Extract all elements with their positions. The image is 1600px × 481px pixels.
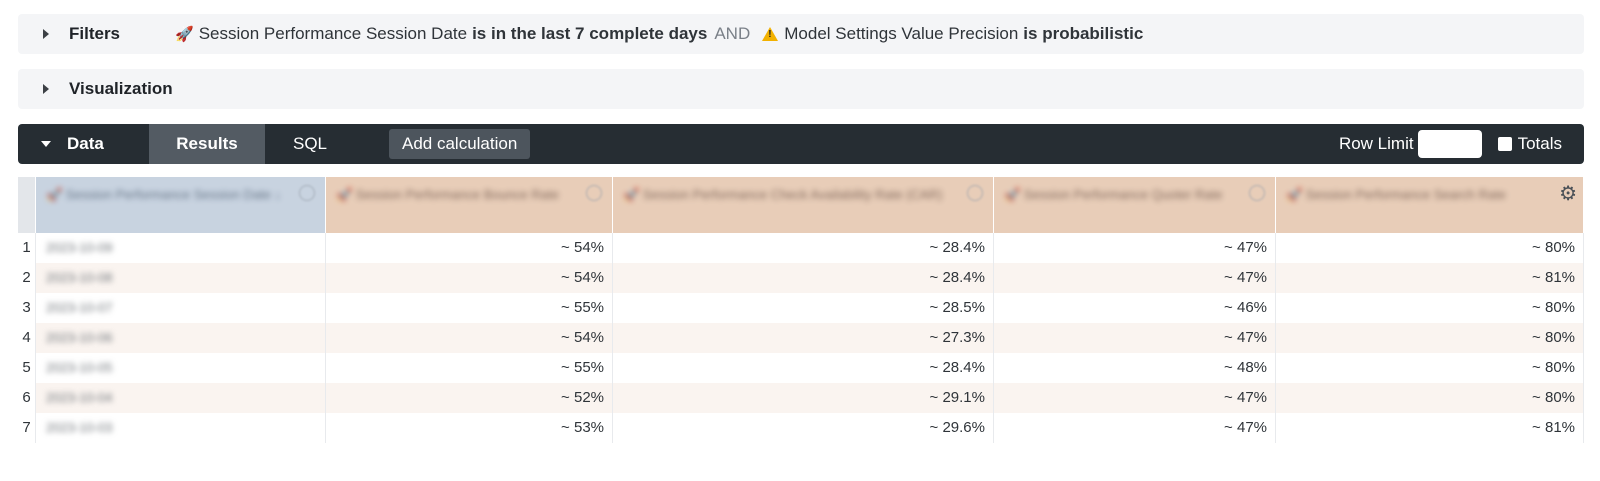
metric-cell: ~ 47% (994, 413, 1276, 443)
table-body: 1 2023-10-09 ~ 54% ~ 28.4% ~ 47% ~ 80% 2 2023-1… (18, 233, 1584, 443)
tab-results[interactable]: Results (149, 124, 265, 164)
results-table: 🚀 Session Performance Session Date ↓ 🚀 S… (18, 177, 1584, 443)
session-date-value: 2023-10-08 (46, 270, 113, 285)
filters-title[interactable]: Filters (69, 24, 121, 43)
metric-cell: ~ 47% (994, 383, 1276, 413)
metric-cell: ~ 48% (994, 353, 1276, 383)
row-index: 4 (18, 323, 36, 353)
info-icon[interactable] (967, 185, 983, 201)
metric-cell: ~ 47% (994, 263, 1276, 293)
info-icon[interactable] (1249, 185, 1265, 201)
metric-cell: ~ 46% (994, 293, 1276, 323)
row-index: 2 (18, 263, 36, 293)
filter-2-field: Model Settings Value Precision (784, 24, 1019, 43)
metric-cell: ~ 80% (1276, 353, 1584, 383)
metric-cell: ~ 47% (994, 323, 1276, 353)
table-row: 3 2023-10-07 ~ 55% ~ 28.5% ~ 46% ~ 80% (18, 293, 1584, 323)
column-header-bounce-rate[interactable]: 🚀 Session Performance Bounce Rate (326, 177, 613, 233)
metric-cell: ~ 55% (326, 293, 613, 323)
row-index: 6 (18, 383, 36, 413)
column-header-quoter-rate[interactable]: 🚀 Session Performance Quoter Rate (994, 177, 1276, 233)
session-date-cell: 2023-10-04 (36, 383, 326, 413)
metric-cell: ~ 28.4% (613, 353, 994, 383)
metric-cell: ~ 28.4% (613, 263, 994, 293)
gear-icon[interactable]: ⚙ (1559, 183, 1577, 205)
session-date-value: 2023-10-05 (46, 360, 113, 375)
column-header-check-availability-rate[interactable]: 🚀 Session Performance Check Availability… (613, 177, 994, 233)
metric-cell: ~ 27.3% (613, 323, 994, 353)
totals-checkbox[interactable] (1497, 137, 1512, 151)
session-date-cell: 2023-10-07 (36, 293, 326, 323)
row-index: 1 (18, 233, 36, 263)
metric-cell: ~ 81% (1276, 413, 1584, 443)
metric-cell: ~ 80% (1276, 383, 1584, 413)
filter-summary: 🚀 Session Performance Session Date is in… (175, 24, 1143, 44)
rocket-icon: 🚀 (175, 26, 194, 43)
table-row: 4 2023-10-06 ~ 54% ~ 27.3% ~ 47% ~ 80% (18, 323, 1584, 353)
filter-2-condition: is probabilistic (1023, 24, 1144, 43)
totals-toggle[interactable]: Totals (1497, 134, 1562, 154)
metric-cell: ~ 47% (994, 233, 1276, 263)
caret-right-icon[interactable] (43, 84, 49, 94)
data-toolbar: Data Results SQL Add calculation Row Lim… (18, 124, 1584, 164)
metric-cell: ~ 52% (326, 383, 613, 413)
metric-cell: ~ 29.1% (613, 383, 994, 413)
column-header-search-rate[interactable]: 🚀 Session Performance Search Rate ⚙ (1276, 177, 1584, 233)
visualization-title[interactable]: Visualization (69, 79, 173, 98)
data-title[interactable]: Data (67, 134, 104, 153)
caret-down-icon[interactable] (41, 141, 51, 147)
table-header-row: 🚀 Session Performance Session Date ↓ 🚀 S… (18, 177, 1584, 233)
metric-cell: ~ 28.5% (613, 293, 994, 323)
session-date-value: 2023-10-04 (46, 390, 113, 405)
metric-cell: ~ 54% (326, 233, 613, 263)
metric-cell: ~ 53% (326, 413, 613, 443)
session-date-cell: 2023-10-08 (36, 263, 326, 293)
toolbar-spacer (530, 124, 1339, 164)
metric-cell: ~ 54% (326, 263, 613, 293)
metric-cell: ~ 54% (326, 323, 613, 353)
session-date-value: 2023-10-06 (46, 330, 113, 345)
row-index: 5 (18, 353, 36, 383)
column-header-session-date[interactable]: 🚀 Session Performance Session Date ↓ (36, 177, 326, 233)
info-icon[interactable] (586, 185, 602, 201)
session-date-value: 2023-10-09 (46, 240, 113, 255)
session-date-value: 2023-10-03 (46, 420, 113, 435)
metric-cell: ~ 80% (1276, 323, 1584, 353)
table-row: 5 2023-10-05 ~ 55% ~ 28.4% ~ 48% ~ 80% (18, 353, 1584, 383)
row-index-header (18, 177, 36, 233)
warning-icon (762, 27, 779, 41)
row-limit-label: Row Limit (1338, 134, 1414, 153)
row-index: 7 (18, 413, 36, 443)
row-index: 3 (18, 293, 36, 323)
session-date-cell: 2023-10-03 (36, 413, 326, 443)
filter-1-condition: is in the last 7 complete days (472, 24, 708, 43)
tab-sql[interactable]: SQL (292, 134, 328, 153)
table-row: 7 2023-10-03 ~ 53% ~ 29.6% ~ 47% ~ 81% (18, 413, 1584, 443)
visualization-panel[interactable]: Visualization (18, 69, 1584, 109)
metric-cell: ~ 55% (326, 353, 613, 383)
filter-joiner: AND (714, 24, 751, 43)
session-date-cell: 2023-10-06 (36, 323, 326, 353)
metric-cell: ~ 29.6% (613, 413, 994, 443)
row-limit-input[interactable] (1417, 130, 1482, 158)
metric-cell: ~ 28.4% (613, 233, 994, 263)
session-date-value: 2023-10-07 (46, 300, 113, 315)
metric-cell: ~ 80% (1276, 293, 1584, 323)
caret-right-icon[interactable] (43, 29, 49, 39)
session-date-cell: 2023-10-09 (36, 233, 326, 263)
info-icon[interactable] (299, 185, 315, 201)
totals-label: Totals (1517, 134, 1562, 153)
metric-cell: ~ 81% (1276, 263, 1584, 293)
filters-panel[interactable]: Filters 🚀 Session Performance Session Da… (18, 14, 1584, 54)
metric-cell: ~ 80% (1276, 233, 1584, 263)
filter-1-field: Session Performance Session Date (198, 24, 468, 43)
add-calculation-button[interactable]: Add calculation (389, 129, 531, 159)
table-row: 1 2023-10-09 ~ 54% ~ 28.4% ~ 47% ~ 80% (18, 233, 1584, 263)
table-row: 2 2023-10-08 ~ 54% ~ 28.4% ~ 47% ~ 81% (18, 263, 1584, 293)
table-row: 6 2023-10-04 ~ 52% ~ 29.1% ~ 47% ~ 80% (18, 383, 1584, 413)
session-date-cell: 2023-10-05 (36, 353, 326, 383)
